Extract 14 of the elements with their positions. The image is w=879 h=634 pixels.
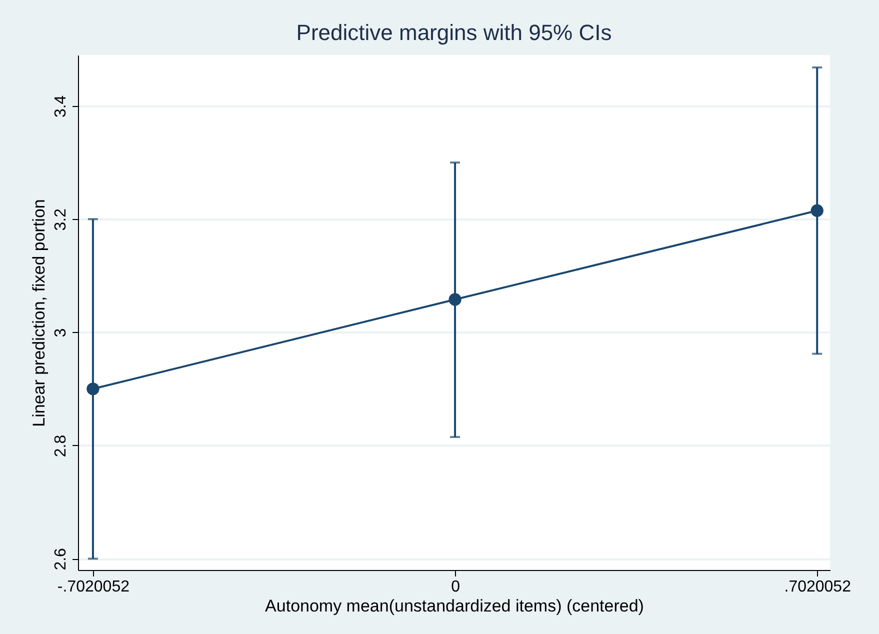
x-tick-label: -.7020052 [57,578,130,596]
x-axis-title: Autonomy mean(unstandardized items) (centered) [265,596,644,616]
x-tick-label: 0 [451,578,460,596]
chart-title: Predictive margins with 95% CIs [296,20,612,45]
y-axis-title: Linear prediction, fixed portion [30,199,48,427]
x-tick-label: .7020052 [784,578,852,596]
point [810,204,824,217]
y-tick-label: 2.8 [52,434,70,458]
y-tick-label: 2.6 [52,548,70,570]
y-tick-label: 3.2 [52,208,70,231]
y-tick-label: 3 [52,328,70,338]
point [86,382,100,396]
y-tick-label: 3.4 [52,95,70,118]
point [448,293,462,306]
